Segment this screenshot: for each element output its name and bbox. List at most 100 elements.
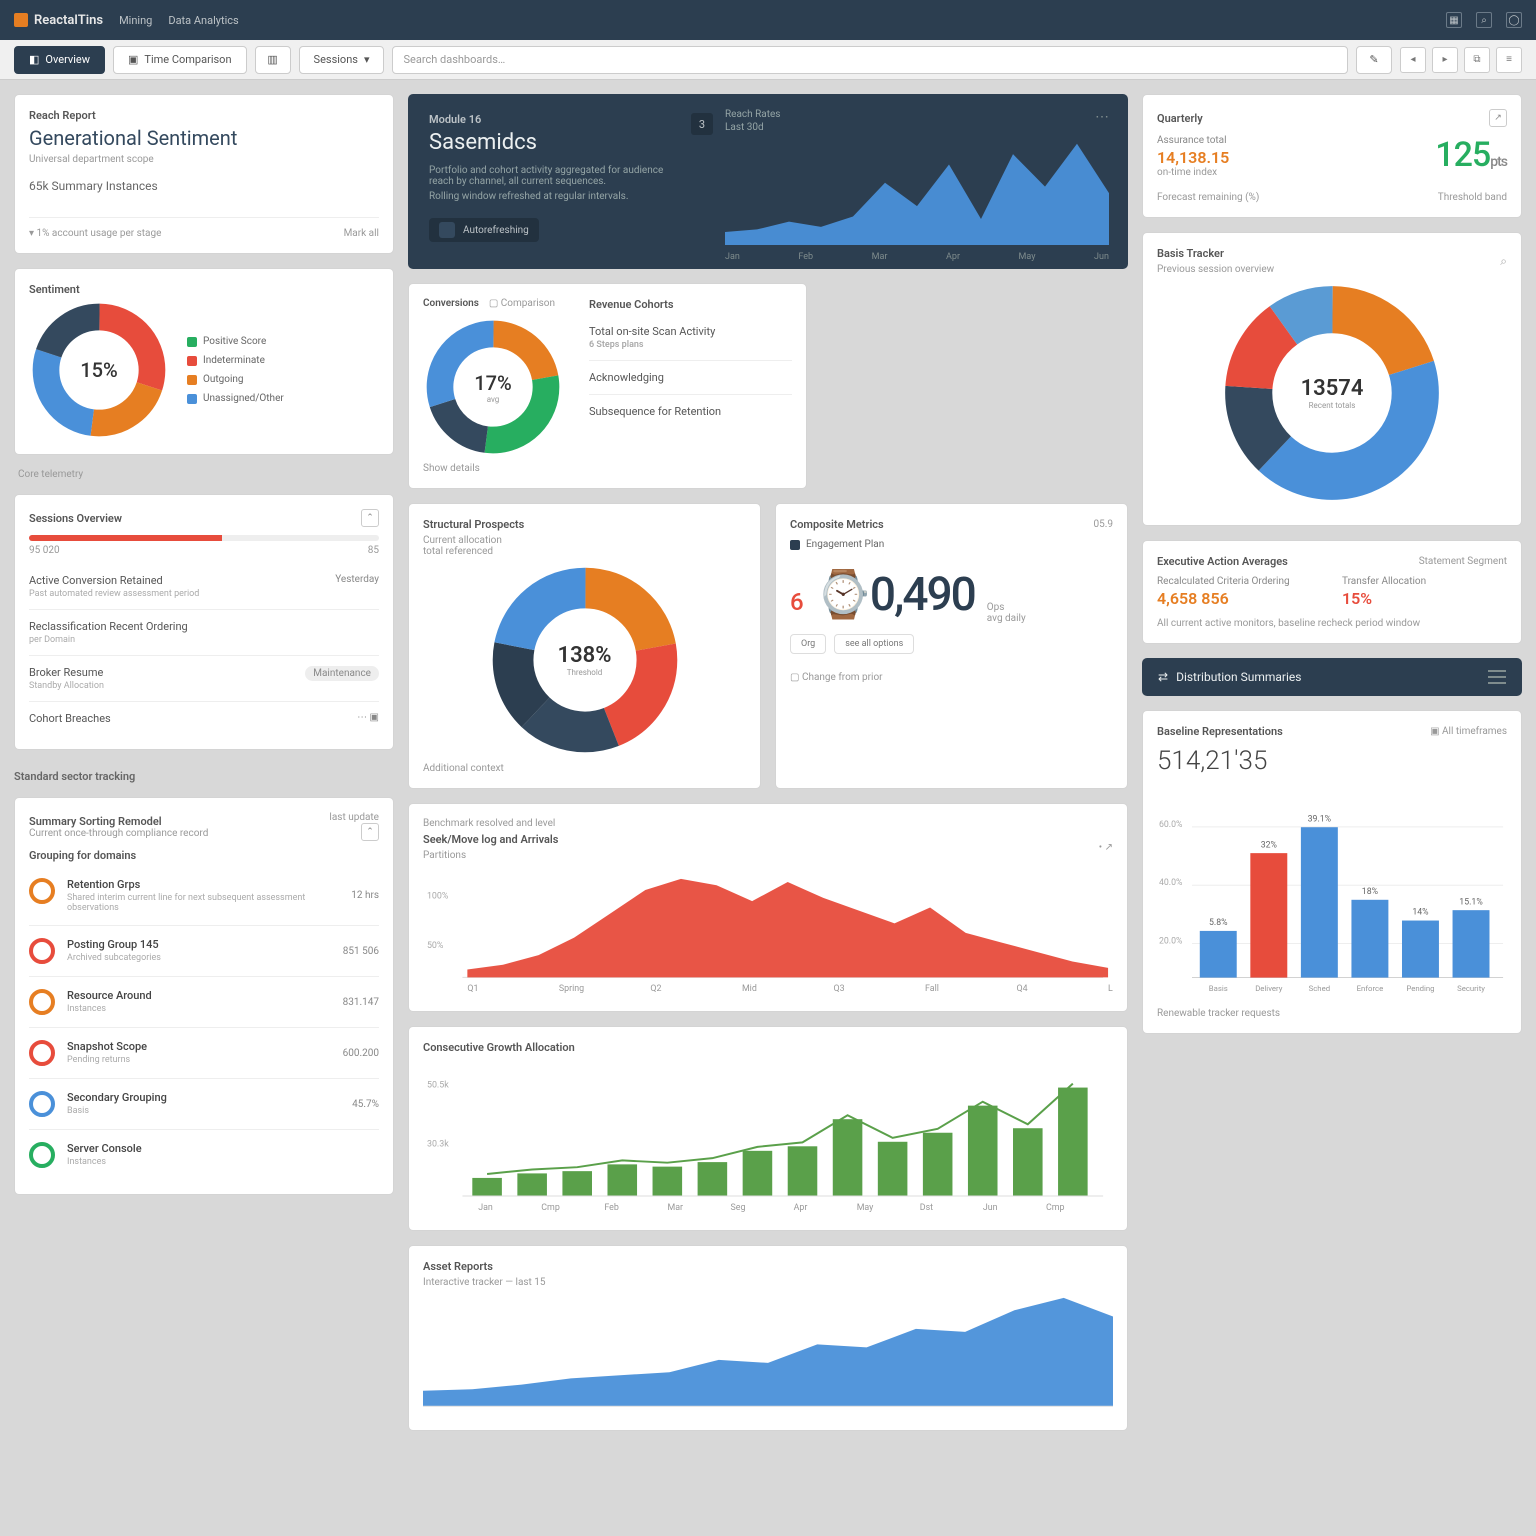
left-title: Generational Sentiment: [29, 126, 379, 150]
svg-text:Q1: Q1: [467, 984, 478, 994]
search-icon[interactable]: ⌕: [1476, 12, 1492, 28]
tab-sessions[interactable]: Sessions▾: [299, 46, 385, 74]
svg-text:Fall: Fall: [925, 984, 939, 994]
distribution-icon: ⇄: [1158, 670, 1168, 684]
svg-text:Cmp: Cmp: [1046, 1203, 1065, 1213]
menu-icon[interactable]: [1488, 670, 1506, 684]
svg-text:Mid: Mid: [742, 984, 757, 994]
donut-c-card: Basis TrackerPrevious session overview⌕ …: [1142, 232, 1522, 526]
brand[interactable]: ReactalTins: [14, 13, 103, 28]
sessions-progress: [29, 535, 379, 541]
svg-text:50.5k: 50.5k: [427, 1081, 449, 1091]
svg-text:Q2: Q2: [650, 984, 661, 994]
svg-text:14%: 14%: [1412, 908, 1429, 918]
topnav-analytics[interactable]: Data Analytics: [168, 14, 238, 27]
svg-text:30.3k: 30.3k: [427, 1140, 449, 1150]
toolbar: ◧Overview ▣Time Comparison ▥ Sessions▾ S…: [0, 40, 1536, 80]
summary-expand[interactable]: ↗: [1489, 109, 1507, 127]
svg-text:60.0%: 60.0%: [1159, 820, 1183, 830]
ring-icon: [29, 878, 55, 904]
ringlist-section: Standard sector tracking: [14, 770, 394, 783]
section-label-1: Core telemetry: [14, 469, 394, 480]
svg-text:Jan: Jan: [478, 1203, 493, 1213]
sessions-title: Sessions Overview: [29, 512, 122, 525]
list-item[interactable]: Server ConsoleInstances: [29, 1129, 379, 1180]
list-item[interactable]: Posting Group 145Archived subcategories …: [29, 925, 379, 976]
svg-text:Mar: Mar: [667, 1203, 683, 1213]
svg-text:100%: 100%: [427, 892, 449, 902]
ring-icon: [29, 1091, 55, 1117]
svg-text:Q3: Q3: [833, 984, 844, 994]
tab-comparison[interactable]: ▣Time Comparison: [113, 46, 247, 74]
svg-text:15.1%: 15.1%: [1459, 897, 1483, 907]
blue-area-chart: [423, 1288, 1113, 1416]
ringlist-card: Summary Sorting Remodel Current once-thr…: [14, 797, 394, 1195]
donut-a: 15%: [29, 300, 169, 440]
two-stat-card: Executive Action AveragesStatement Segme…: [1142, 540, 1522, 644]
chip-all[interactable]: see all options: [834, 634, 914, 654]
red-area-card: Benchmark resolved and level Seek/Move l…: [408, 803, 1128, 1012]
chip-org[interactable]: Org: [790, 634, 826, 654]
topnav-mining[interactable]: Mining: [119, 14, 152, 27]
svg-text:Delivery: Delivery: [1255, 984, 1283, 993]
left-header-card: Reach Report Generational Sentiment Univ…: [14, 94, 394, 254]
donut-b-card: Conversions ▢ Comparison 17%avg Show det…: [408, 283, 807, 489]
tool-copy[interactable]: ⧉: [1464, 47, 1490, 73]
svg-text:Pending: Pending: [1406, 984, 1434, 993]
svg-text:Jun: Jun: [983, 1203, 998, 1213]
center-column: Module 16 Sasemidcs Portfolio and cohort…: [408, 94, 1128, 1431]
svg-text:50%: 50%: [427, 941, 444, 951]
svg-text:Late: Late: [1108, 984, 1113, 994]
ringlist-collapse[interactable]: ⌃: [361, 823, 379, 841]
ring-icon: [29, 1142, 55, 1168]
list-item[interactable]: Resource AroundInstances 831.147: [29, 976, 379, 1027]
sessions-collapse[interactable]: ⌃: [361, 509, 379, 527]
svg-text:Basis: Basis: [1209, 984, 1228, 993]
bottom-bar-chart: 60.0% 40.0% 20.0% 5.8%Basis32%Delivery39…: [1157, 788, 1507, 1002]
svg-text:32%: 32%: [1261, 840, 1278, 850]
score-card: Composite Metrics05.9 Engagement Plan 6 …: [775, 503, 1128, 789]
hero-sparkline: [725, 135, 1109, 245]
list-item[interactable]: Retention GrpsShared interim current lin…: [29, 866, 379, 925]
svg-text:Spring: Spring: [559, 984, 584, 994]
list-item[interactable]: Snapshot ScopePending returns 600.200: [29, 1027, 379, 1078]
bottom-right-card: Baseline Representations▣ All timeframes…: [1142, 710, 1522, 1034]
blue-area-card: Asset Reports Interactive tracker — last…: [408, 1245, 1128, 1431]
tool-next[interactable]: ▸: [1432, 47, 1458, 73]
svg-text:20.0%: 20.0%: [1159, 937, 1183, 947]
dark-strip[interactable]: ⇄Distribution Summaries: [1142, 658, 1522, 696]
donut-a-title: Sentiment: [29, 283, 379, 296]
grid-icon[interactable]: ▦: [1446, 12, 1462, 28]
hero-badge[interactable]: Autorefreshing: [429, 218, 539, 242]
list-item[interactable]: Secondary GroupingBasis 45.7%: [29, 1078, 379, 1129]
donut-a-legend: Positive Score Indeterminate Outgoing Un…: [187, 336, 284, 404]
svg-text:May: May: [857, 1203, 874, 1213]
mid-donut-card: Structural Prospects Current allocation …: [408, 503, 761, 789]
summary-card: Quarterly↗ Assurance total 14,138.15 on-…: [1142, 94, 1522, 218]
tool-edit[interactable]: ✎: [1356, 46, 1392, 74]
tab-overview[interactable]: ◧Overview: [14, 46, 105, 74]
svg-text:Enforce: Enforce: [1357, 984, 1384, 993]
svg-text:39.1%: 39.1%: [1308, 814, 1332, 824]
tool-prev[interactable]: ◂: [1400, 47, 1426, 73]
search-input[interactable]: Search dashboards…: [392, 46, 1348, 74]
hero-value-badge: 3: [691, 113, 713, 135]
svg-text:Q4: Q4: [1017, 984, 1028, 994]
svg-text:Security: Security: [1457, 984, 1485, 993]
ring-icon: [29, 1040, 55, 1066]
summary-big: 125pts: [1342, 135, 1507, 175]
donut-b-tabs[interactable]: Conversions ▢ Comparison: [423, 298, 573, 309]
topbar: ReactalTins Mining Data Analytics ▦ ⌕ ◯: [0, 0, 1536, 40]
left-footer-r[interactable]: Mark all: [344, 228, 379, 239]
tab-icon-1[interactable]: ▥: [255, 46, 291, 74]
svg-text:Feb: Feb: [604, 1203, 619, 1213]
user-icon[interactable]: ◯: [1506, 12, 1522, 28]
sessions-card: Sessions Overview ⌃ 95 02085 Active Conv…: [14, 494, 394, 750]
left-column: Reach Report Generational Sentiment Univ…: [14, 94, 394, 1431]
ring-icon: [29, 938, 55, 964]
right-column: Quarterly↗ Assurance total 14,138.15 on-…: [1142, 94, 1522, 1431]
svg-text:Dst: Dst: [920, 1203, 933, 1213]
tool-menu[interactable]: ≡: [1496, 47, 1522, 73]
donut-c-search-icon[interactable]: ⌕: [1500, 254, 1507, 269]
svg-text:18%: 18%: [1362, 887, 1379, 897]
